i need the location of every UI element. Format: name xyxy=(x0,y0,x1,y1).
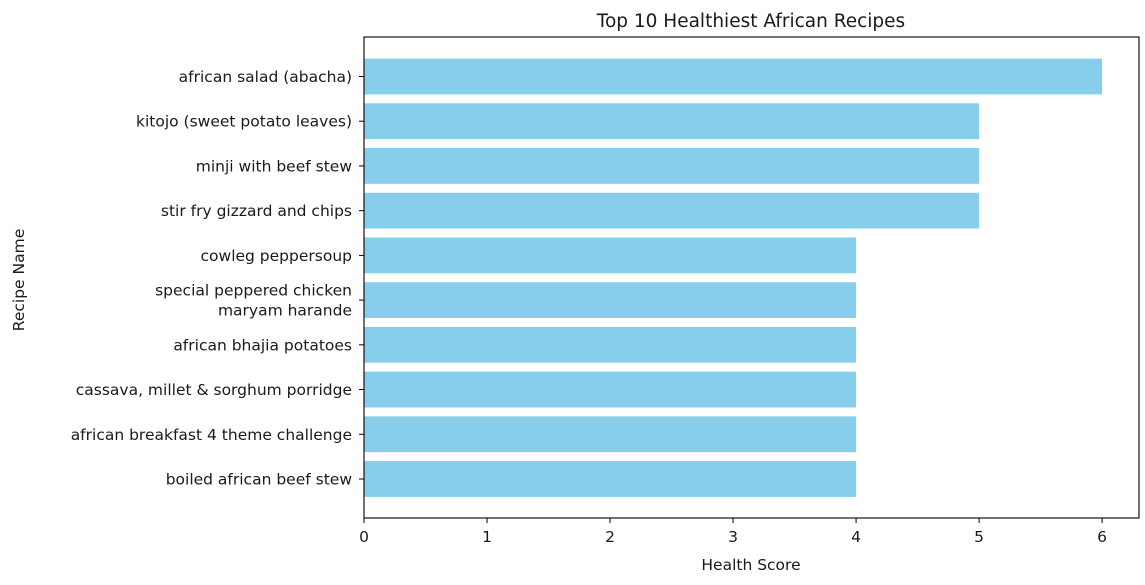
bar xyxy=(364,237,857,274)
y-tick-label: cowleg peppersoup xyxy=(201,247,352,265)
bar xyxy=(364,371,857,408)
y-tick-label: african breakfast 4 theme challenge xyxy=(71,426,352,444)
x-tick-label: 6 xyxy=(1097,528,1107,546)
chart-title: Top 10 Healthiest African Recipes xyxy=(596,11,905,32)
x-tick-label: 0 xyxy=(359,528,369,546)
x-tick-label: 2 xyxy=(605,528,615,546)
y-tick-label: kitojo (sweet potato leaves) xyxy=(136,113,352,131)
bar xyxy=(364,103,980,140)
y-tick-label: boiled african beef stew xyxy=(166,471,353,489)
bars-layer xyxy=(364,58,1103,497)
plot-frame xyxy=(363,36,1140,519)
x-ticks: 0 1 2 3 4 5 6 xyxy=(359,518,1107,546)
bar xyxy=(364,282,857,318)
axes-layer xyxy=(363,36,1140,519)
bar xyxy=(364,58,1103,95)
y-tick-label: stir fry gizzard and chips xyxy=(161,202,352,220)
y-tick-label: cassava, millet & sorghum porridge xyxy=(76,381,352,399)
y-tick-label: african salad (abacha) xyxy=(179,68,352,86)
x-tick-label: 3 xyxy=(728,528,738,546)
x-tick-label: 5 xyxy=(974,528,984,546)
bar xyxy=(364,192,980,229)
bar xyxy=(364,148,980,184)
y-ticks: african salad (abacha) kitojo (sweet pota… xyxy=(71,68,364,489)
y-tick-label: african bhajia potatoes xyxy=(173,336,352,354)
y-axis-label: Recipe Name xyxy=(10,229,28,331)
y-tick-label: special peppered chicken maryam harande xyxy=(155,282,352,320)
x-tick-label: 1 xyxy=(482,528,492,546)
bar xyxy=(364,326,857,363)
x-tick-label: 4 xyxy=(851,528,861,546)
bar xyxy=(364,416,857,453)
y-tick-label: minji with beef stew xyxy=(196,157,353,175)
bar xyxy=(364,461,857,497)
x-axis-label: Health Score xyxy=(701,556,800,574)
